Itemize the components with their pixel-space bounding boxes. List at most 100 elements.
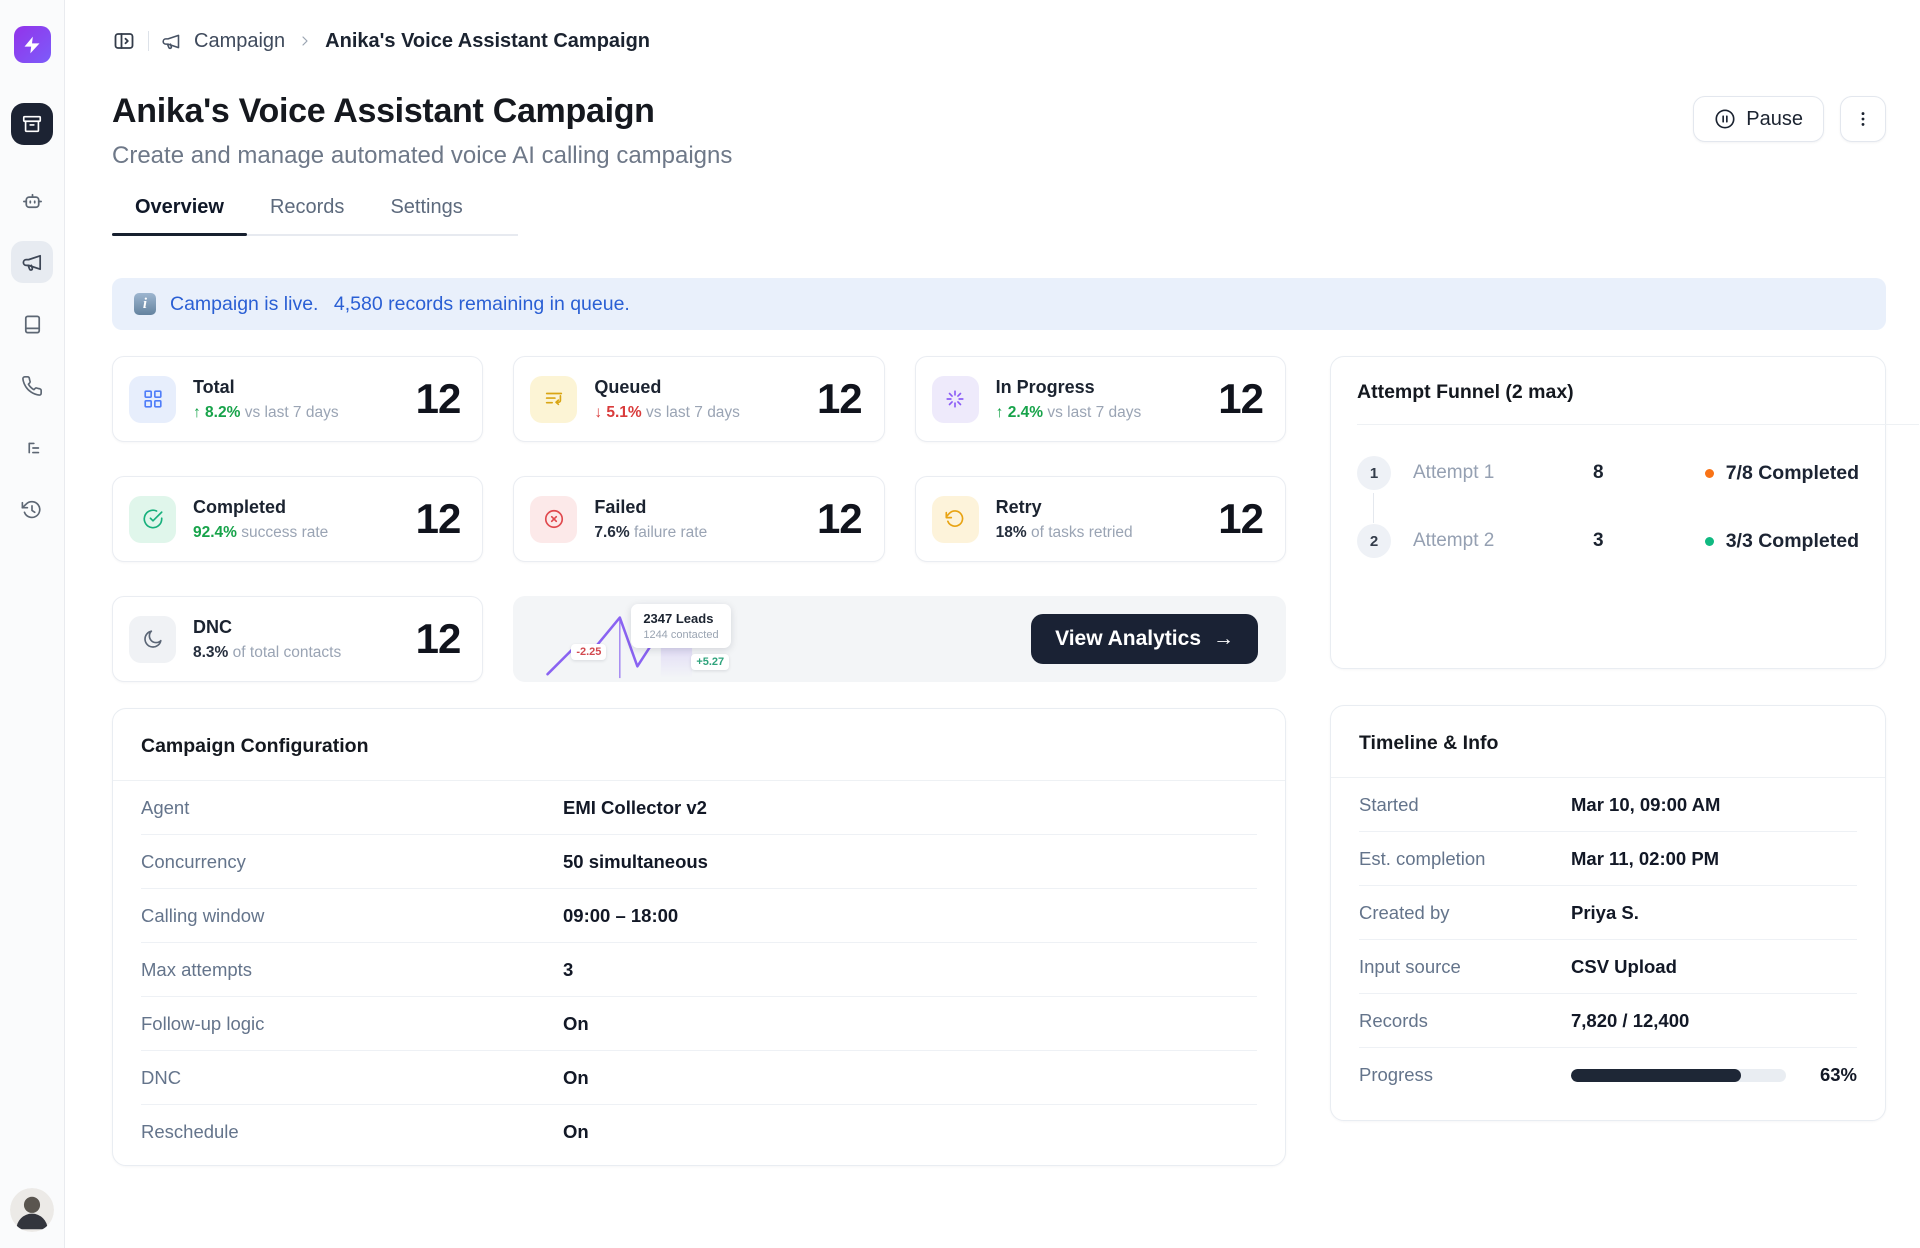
stat-card-retry: Retry 18% of tasks retried 12 <box>914 476 1286 562</box>
stat-caption: of tasks retried <box>1031 523 1133 541</box>
breadcrumb-current: Anika's Voice Assistant Campaign <box>325 29 651 52</box>
app-logo-bolt-icon[interactable] <box>13 26 51 63</box>
analytics-preview-card: 2347 Leads 1244 contacted -2.25 +5.27 Vi… <box>513 596 1286 682</box>
stat-delta: 92.4% <box>193 523 237 541</box>
timeline-row-created-by: Created by Priya S. <box>1359 886 1857 940</box>
progress-bar-fill <box>1571 1068 1741 1082</box>
tab-bar: Overview Records Settings <box>112 196 518 236</box>
stat-delta: 8.3% <box>193 643 229 661</box>
stat-delta: ↑ 8.2% <box>193 403 241 421</box>
sidebar-item-library[interactable] <box>11 303 53 345</box>
stat-value: 12 <box>816 495 863 542</box>
sidebar-item-history[interactable] <box>11 489 53 531</box>
stat-value: 12 <box>415 615 462 662</box>
panel-toggle-icon[interactable] <box>112 29 136 53</box>
chevron-right-icon <box>297 33 313 49</box>
stat-card-failed: Failed 7.6% failure rate 12 <box>513 476 885 562</box>
config-row-calling-window: Calling window 09:00 – 18:00 <box>141 889 1257 943</box>
stat-card-queued: Queued ↓ 5.1% vs last 7 days 12 <box>513 356 885 442</box>
funnel-status-text: 7/8 Completed <box>1725 461 1859 484</box>
stat-label: Completed <box>193 496 287 517</box>
main-content: Campaign Anika's Voice Assistant Campaig… <box>65 0 1920 1248</box>
sidebar-item-flows[interactable] <box>11 427 53 469</box>
stat-label: DNC <box>193 616 232 637</box>
x-circle-icon <box>530 495 578 543</box>
stat-value: 12 <box>1218 495 1264 542</box>
sidebar-item-bot[interactable] <box>11 179 53 221</box>
timeline-row-records: Records 7,820 / 12,400 <box>1359 994 1857 1048</box>
status-dot-orange <box>1704 468 1714 478</box>
stat-label: Queued <box>594 376 662 397</box>
config-row-concurrency: Concurrency 50 simultaneous <box>141 835 1257 889</box>
check-circle-icon <box>129 495 176 543</box>
timeline-info-panel: Timeline & Info Started Mar 10, 09:00 AM… <box>1330 705 1886 1121</box>
info-icon: i <box>134 293 156 315</box>
sidebar <box>0 0 65 1248</box>
stat-caption: vs last 7 days <box>646 403 740 421</box>
user-avatar[interactable] <box>10 1188 54 1232</box>
stat-caption: failure rate <box>633 523 708 541</box>
tab-settings[interactable]: Settings <box>390 196 463 218</box>
timeline-row-est-completion: Est. completion Mar 11, 02:00 PM <box>1359 832 1857 886</box>
page-title: Anika's Voice Assistant Campaign <box>112 92 655 130</box>
stat-card-dnc: DNC 8.3% of total contacts 12 <box>112 596 484 682</box>
stat-delta: ↑ 2.4% <box>995 403 1044 421</box>
page-subtitle: Create and manage automated voice AI cal… <box>112 142 733 169</box>
stat-delta: 7.6% <box>594 523 630 541</box>
timeline-row-started: Started Mar 10, 09:00 AM <box>1359 778 1857 832</box>
rotate-ccw-icon <box>931 495 979 543</box>
breadcrumb-divider <box>148 31 149 51</box>
stat-value: 12 <box>415 495 462 542</box>
pause-label: Pause <box>1746 107 1803 130</box>
stat-label: Total <box>193 376 235 397</box>
pause-button[interactable]: Pause <box>1693 96 1824 142</box>
queue-list-icon <box>530 375 578 423</box>
tab-overview[interactable]: Overview <box>112 196 247 236</box>
breadcrumb-section[interactable]: Campaign <box>194 29 286 52</box>
step-badge: 2 <box>1357 524 1391 558</box>
live-status-banner: i Campaign is live. 4,580 records remain… <box>112 278 1886 330</box>
step-connector <box>1373 493 1374 523</box>
timeline-row-input-source: Input source CSV Upload <box>1359 940 1857 994</box>
sidebar-item-calls[interactable] <box>11 365 53 407</box>
funnel-row-attempt-2: 2 Attempt 2 3 3/3 Completed <box>1357 523 1859 559</box>
workspace-archive-icon[interactable] <box>11 103 53 145</box>
timeline-title: Timeline & Info <box>1359 732 1499 754</box>
breadcrumb: Campaign Anika's Voice Assistant Campaig… <box>112 26 1886 56</box>
stat-label: In Progress <box>995 376 1095 397</box>
chart-high-badge: +5.27 <box>691 654 730 670</box>
sidebar-item-campaigns[interactable] <box>11 241 53 283</box>
tree-list-icon <box>28 442 40 454</box>
stat-card-in-progress: In Progress ↑ 2.4% vs last 7 days 12 <box>914 356 1286 442</box>
tab-records[interactable]: Records <box>269 196 345 218</box>
stat-value: 12 <box>816 375 863 422</box>
phone-icon <box>22 376 42 396</box>
view-analytics-button[interactable]: View Analytics → <box>1031 614 1258 664</box>
config-row-reschedule: Reschedule On <box>141 1121 589 1142</box>
funnel-status-text: 3/3 Completed <box>1725 529 1859 552</box>
stat-delta: ↓ 5.1% <box>594 403 642 421</box>
avatar-photo <box>10 1188 54 1232</box>
stat-label: Retry <box>995 496 1042 517</box>
divider <box>1331 777 1885 778</box>
chart-tooltip: 2347 Leads 1244 contacted <box>631 604 731 648</box>
stat-card-total: Total ↑ 8.2% vs last 7 days 12 <box>112 356 484 442</box>
attempt-funnel-panel: Attempt Funnel (2 max) 1 Attempt 1 8 7/8… <box>1330 356 1919 669</box>
megaphone-icon <box>161 31 182 52</box>
config-row-agent: Agent EMI Collector v2 <box>141 781 1257 835</box>
config-row-max-attempts: Max attempts 3 <box>141 943 1257 997</box>
divider <box>113 780 1285 781</box>
stat-card-completed: Completed 92.4% success rate 12 <box>112 476 484 562</box>
divider <box>1357 424 1919 425</box>
stat-delta: 18% <box>995 523 1027 541</box>
grid-icon <box>129 375 176 423</box>
stat-label: Failed <box>594 496 647 517</box>
funnel-row-attempt-1: 1 Attempt 1 8 7/8 Completed <box>1357 455 1859 491</box>
more-options-button[interactable] <box>1840 96 1886 142</box>
stat-caption: success rate <box>241 523 329 541</box>
progress-bar <box>1571 1068 1786 1082</box>
campaign-configuration-panel: Campaign Configuration Agent EMI Collect… <box>112 708 1286 1166</box>
status-dot-green <box>1704 536 1714 546</box>
step-badge: 1 <box>1357 456 1391 490</box>
stat-value: 12 <box>415 375 462 422</box>
